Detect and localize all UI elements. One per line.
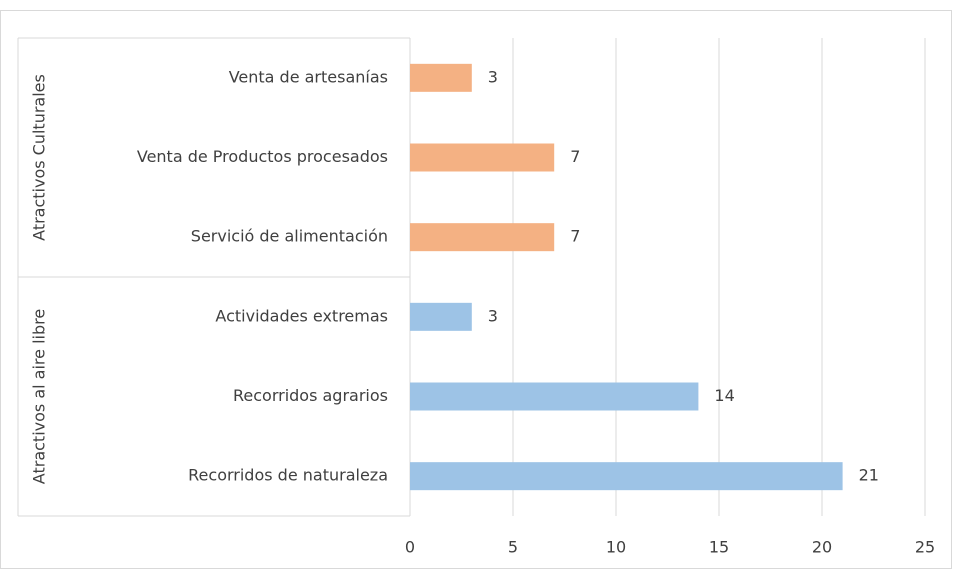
x-tick-label: 0 xyxy=(405,538,415,557)
y-tick-label: Venta de artesanías xyxy=(229,67,388,86)
bar xyxy=(410,63,472,92)
data-label: 7 xyxy=(570,227,580,246)
y-tick-label: Recorridos de naturaleza xyxy=(188,466,388,485)
data-label: 21 xyxy=(859,466,879,485)
y-tick-label: Venta de Productos procesados xyxy=(137,147,388,166)
y-tick-label: Recorridos agrarios xyxy=(233,386,388,405)
bar xyxy=(410,382,699,411)
chart-border xyxy=(0,10,952,569)
x-tick-label: 10 xyxy=(606,538,626,557)
x-tick-label: 5 xyxy=(508,538,518,557)
bar xyxy=(410,223,555,252)
group-label: Atractivos Culturales xyxy=(30,74,49,241)
bar xyxy=(410,302,472,331)
x-tick-label: 15 xyxy=(709,538,729,557)
data-label: 3 xyxy=(488,67,498,86)
bar xyxy=(410,143,555,172)
x-tick-label: 25 xyxy=(915,538,935,557)
y-tick-label: Actividades extremas xyxy=(215,306,388,325)
x-tick-label: 20 xyxy=(812,538,832,557)
y-tick-label: Servició de alimentación xyxy=(191,227,388,246)
bar xyxy=(410,462,843,491)
data-label: 3 xyxy=(488,306,498,325)
group-label: Atractivos al aire libre xyxy=(30,309,49,484)
data-label: 14 xyxy=(714,386,734,405)
data-label: 7 xyxy=(570,147,580,166)
